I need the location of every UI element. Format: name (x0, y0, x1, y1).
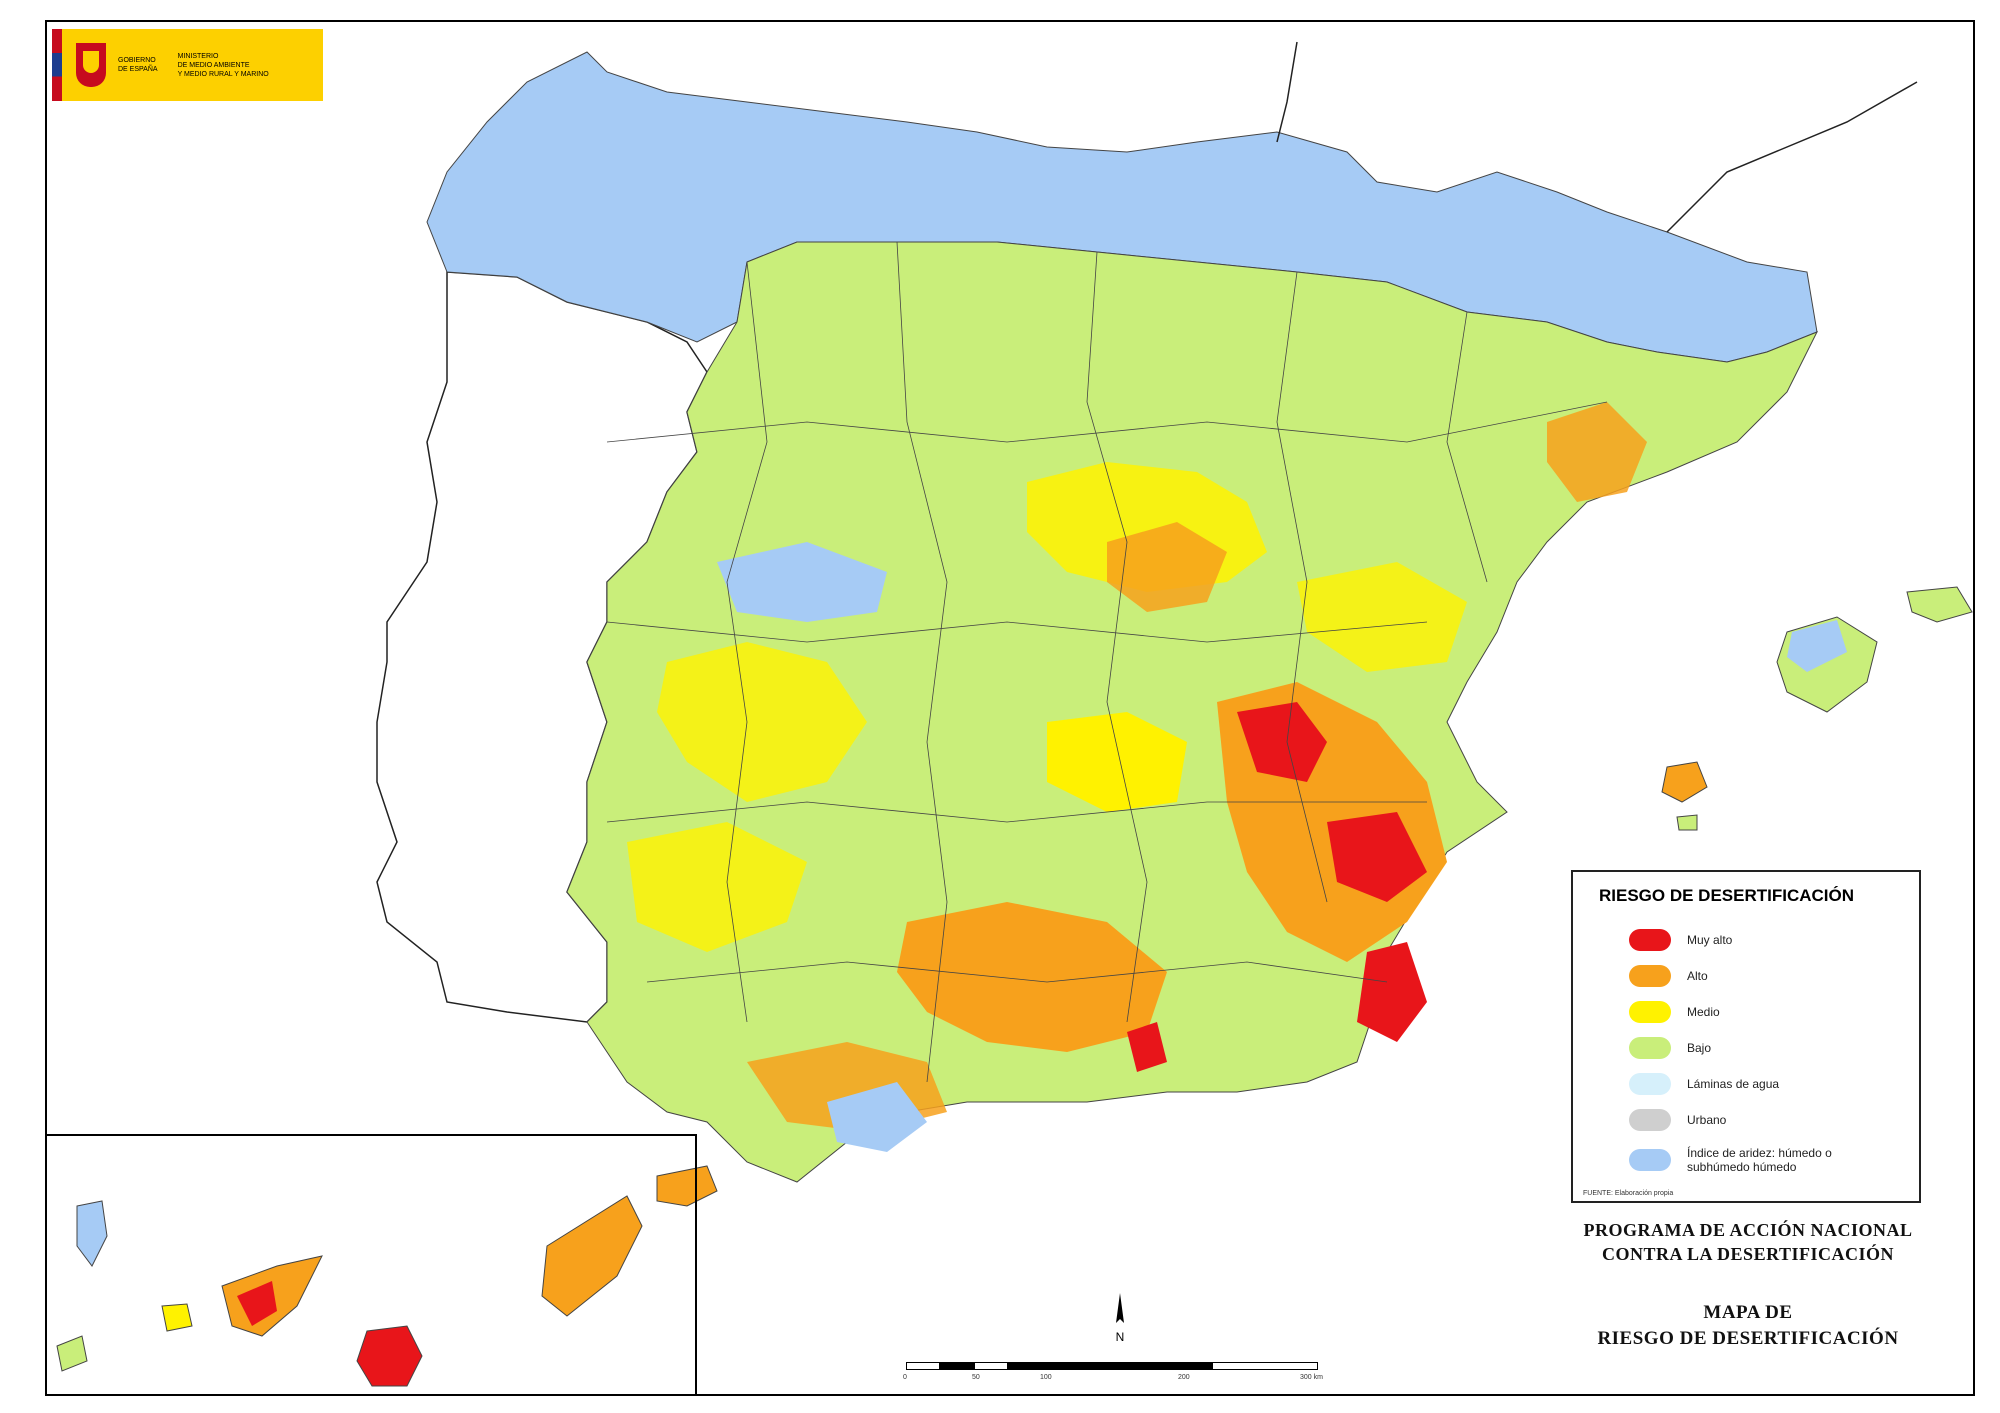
logo-government-text: GOBIERNO DE ESPAÑA (118, 57, 158, 73)
legend-swatch (1629, 1001, 1671, 1023)
region-very-high-risk-1 (1237, 702, 1327, 782)
island-menorca (1906, 586, 1973, 623)
map-title-line2: RIESGO DE DESERTIFICACIÓN (1597, 1328, 1899, 1349)
scale-segment (1076, 1362, 1212, 1370)
legend-item-urbano: Urbano (1629, 1104, 1877, 1136)
region-very-high-risk-4 (1127, 1022, 1167, 1072)
scale-label: 50 (972, 1374, 980, 1381)
island-ibiza (1661, 761, 1708, 803)
north-arrow-icon: N (1116, 1293, 1125, 1344)
region-medium-risk-3 (1047, 712, 1187, 812)
region-medium-risk-5 (1297, 562, 1467, 672)
logo-ministry-text: MINISTERIO DE MEDIO AMBIENTE Y MEDIO RUR… (177, 52, 269, 78)
legend-swatch (1629, 1149, 1671, 1171)
scale-segment (1008, 1362, 1076, 1370)
legend-label: Índice de aridez: húmedo o subhúmedo húm… (1687, 1146, 1832, 1174)
legend-item-muy-alto: Muy alto (1629, 924, 1877, 956)
legend-source: FUENTE: Elaboración propia (1583, 1190, 1674, 1197)
island-formentera (1676, 814, 1698, 831)
government-logo: GOBIERNO DE ESPAÑA MINISTERIO DE MEDIO A… (52, 29, 323, 101)
legend-label: Láminas de agua (1687, 1077, 1780, 1091)
island-el-hierro (56, 1335, 88, 1372)
legend-swatch (1629, 1037, 1671, 1059)
canary-islands (56, 1165, 718, 1387)
legend-label: Urbano (1687, 1113, 1727, 1127)
map-title-line1: MAPA DE (1703, 1302, 1793, 1323)
legend-label: Alto (1687, 969, 1708, 983)
legend-label: Medio (1687, 1005, 1720, 1019)
island-lanzarote (656, 1165, 718, 1207)
region-medium-risk-4 (627, 822, 807, 952)
spain-map (56, 41, 1973, 1387)
region-medium-risk-2 (657, 642, 867, 802)
legend-item-laminas-agua: Láminas de agua (1629, 1068, 1877, 1100)
legend-swatch (1629, 965, 1671, 987)
scale-bar (906, 1362, 1318, 1370)
program-title-line2: CONTRA LA DESERTIFICACIÓN (1602, 1244, 1894, 1264)
region-very-high-risk-2 (1327, 812, 1427, 902)
island-la-gomera (161, 1303, 193, 1332)
canary-inset-frame (45, 1134, 697, 1396)
region-humid-central (717, 542, 887, 622)
legend-item-alto: Alto (1629, 960, 1877, 992)
france-coast (1276, 41, 1918, 233)
island-mallorca-humid (1787, 620, 1847, 672)
legend: RIESGO DE DESERTIFICACIÓN Muy alto Alto … (1571, 870, 1921, 1203)
scale-label: 200 (1178, 1374, 1190, 1381)
legend-item-bajo: Bajo (1629, 1032, 1877, 1064)
north-label: N (1116, 1330, 1125, 1344)
island-la-palma (76, 1200, 108, 1267)
scale-segment (906, 1362, 940, 1370)
scale-label: 300 km (1300, 1374, 1323, 1381)
map-title: MAPA DE RIESGO DE DESERTIFICACIÓN (1548, 1300, 1948, 1352)
legend-swatch (1629, 929, 1671, 951)
legend-label: Muy alto (1687, 933, 1733, 947)
region-very-high-risk-3 (1357, 942, 1427, 1042)
island-gran-canaria (356, 1325, 423, 1387)
coat-of-arms-icon (76, 43, 106, 87)
flag-stripe (52, 29, 62, 101)
region-low-risk (566, 241, 1819, 1183)
island-fuerteventura (541, 1195, 643, 1317)
region-humid-guadalquivir (827, 1082, 927, 1152)
scale-label: 100 (1040, 1374, 1052, 1381)
program-title: PROGRAMA DE ACCIÓN NACIONAL CONTRA LA DE… (1548, 1218, 1948, 1266)
island-tenerife-red (237, 1281, 277, 1326)
region-high-risk-3 (1107, 522, 1227, 612)
region-high-risk-4 (1547, 402, 1647, 502)
legend-item-medio: Medio (1629, 996, 1877, 1028)
legend-swatch (1629, 1109, 1671, 1131)
map-frame (45, 20, 1975, 1396)
scale-segment (974, 1362, 1008, 1370)
legend-title: RIESGO DE DESERTIFICACIÓN (1599, 886, 1855, 905)
legend-label: Bajo (1687, 1041, 1712, 1055)
legend-item-indice-aridez: Índice de aridez: húmedo o subhúmedo húm… (1629, 1144, 1877, 1176)
scale-segment (1212, 1362, 1318, 1370)
legend-swatch (1629, 1073, 1671, 1095)
program-title-line1: PROGRAMA DE ACCIÓN NACIONAL (1583, 1220, 1913, 1240)
scale-segment (940, 1362, 974, 1370)
region-high-risk-2 (897, 902, 1167, 1052)
scale-label: 0 (903, 1374, 907, 1381)
province-borders (606, 241, 1608, 1083)
